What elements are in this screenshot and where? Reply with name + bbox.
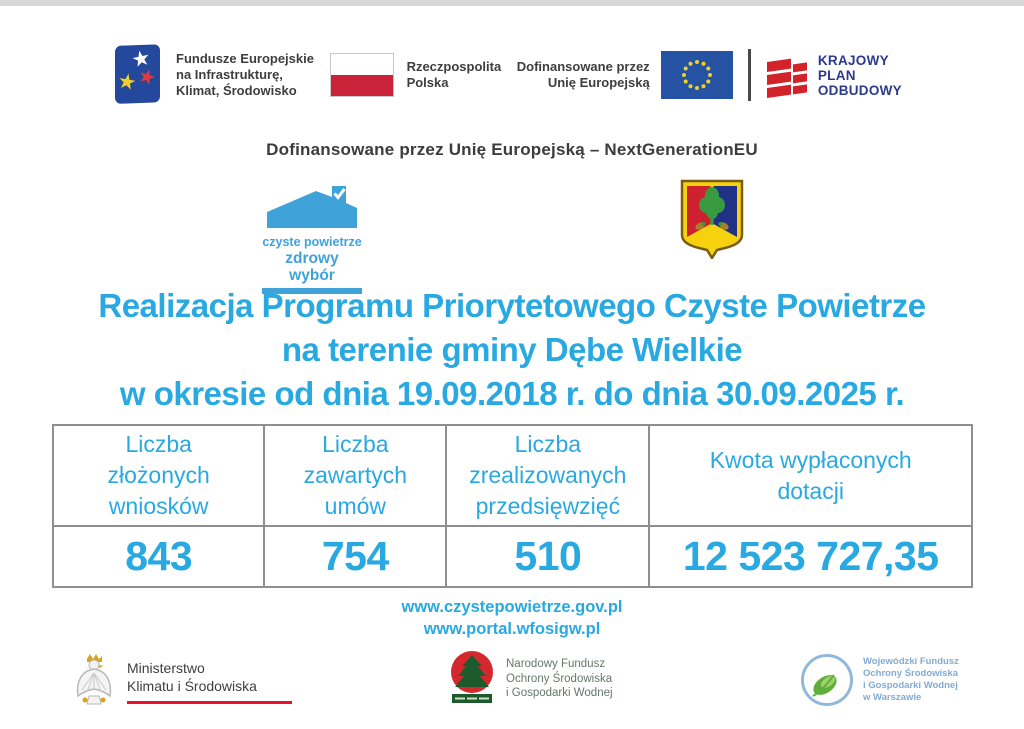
nfosigw-line: Narodowy Fundusz [506,658,606,671]
czyste-powietrze-label-line1: czyste powietrze [262,235,362,249]
page-title: Realizacja Programu Priorytetowego Czyst… [0,284,1024,416]
header-cell-umowy: Liczba zawartych umów [263,424,448,527]
ministry-logo: Ministerstwo Klimatu i Środowiska [73,652,292,710]
header-line: dotacji [777,477,844,504]
ministry-red-underline [127,700,292,704]
header-cell-dotacje: Kwota wypłaconych dotacji [648,424,973,527]
wfosigw-line: Wojewódzki Fundusz [863,656,959,667]
header-line: wniosków [108,493,209,519]
header-line: złożonych [107,462,210,488]
nfosigw-tree-icon [451,651,493,703]
polish-eagle-icon [76,654,112,705]
ministry-label: Ministerstwo Klimatu i Środowiska [127,659,292,704]
eu-cofunded-line: Dofinansowane przez [516,59,650,74]
header-line: Liczba [514,431,582,457]
eu-funds-line: Fundusze Europejskie [176,51,314,66]
nfosigw-logo: Narodowy Fundusz Ochrony Środowiska i Go… [448,650,613,708]
nfosigw-line: Ochrony Środowiska [506,672,613,685]
header-logos-row: Fundusze Europejskie na Infrastrukturę, … [112,40,902,110]
header-line: umów [324,493,387,519]
value-cell-przedsiewziecia: 510 [445,525,651,588]
poland-line: Polska [406,75,449,90]
header-cell-przedsiewziecia: Liczba zrealizowanych przedsięwzięć [445,424,651,527]
header-line: przedsięwzięć [475,493,621,519]
eu-cofunded-logo: Dofinansowane przez Unię Europejską [517,51,733,99]
kpo-line: KRAJOWY [817,52,889,68]
wfosigw-line: Ochrony Środowiska [863,668,959,679]
czyste-powietrze-underline-bar [262,288,362,294]
title-line-2: na terenie gminy Dębe Wielkie [281,331,743,368]
value-cell-umowy: 754 [263,525,448,588]
table-header-row: Liczba złożonych wniosków Liczba zawarty… [51,424,973,527]
poland-logo: Rzeczpospolita Polska [329,53,502,97]
table-values-row: 843 754 510 12 523 727,35 [51,525,973,588]
czyste-powietrze-house-icon [267,186,357,228]
poland-label: Rzeczpospolita Polska [407,59,502,91]
eu-flag-icon [660,51,733,99]
title-line-1: Realizacja Programu Priorytetowego Czyst… [98,287,926,324]
eu-funds-line: Klimat, Środowisko [176,83,297,98]
header-line: zrealizowanych [469,462,627,488]
title-line-3: w okresie od dnia 19.09.2018 r. do dnia … [119,375,905,412]
czyste-powietrze-label-line2: zdrowy wybór [285,250,339,284]
stats-table: Liczba złożonych wniosków Liczba zawarty… [51,424,973,588]
kpo-line: ODBUDOWY [817,82,902,98]
wfosigw-logo: Wojewódzki Fundusz Ochrony Środowiska i … [800,653,959,707]
eu-funds-label: Fundusze Europejskie na Infrastrukturę, … [176,51,314,99]
website-links: www.czystepowietrze.gov.pl www.portal.wf… [0,596,1024,640]
eu-funds-logo: Fundusze Europejskie na Infrastrukturę, … [112,43,314,107]
ministry-line: Klimatu i Środowiska [127,677,257,694]
header-divider [748,49,752,101]
kpo-label: KRAJOWY PLAN ODBUDOWY [818,53,902,98]
kpo-logo: KRAJOWY PLAN ODBUDOWY [766,48,902,102]
value-cell-dotacje: 12 523 727,35 [648,525,973,588]
link-czystepowietrze[interactable]: www.czystepowietrze.gov.pl [401,598,623,616]
header-line: Liczba [322,431,389,457]
eu-cofunded-label: Dofinansowane przez Unię Europejską [517,59,650,91]
header-line: zawartych [303,462,408,488]
eu-funds-flag-icon [115,44,160,104]
eu-funds-line: na Infrastrukturę, [176,67,283,82]
wfosigw-label: Wojewódzki Fundusz Ochrony Środowiska i … [863,656,959,704]
kpo-line: PLAN [817,67,856,83]
nfosigw-line: i Gospodarki Wodnej [506,687,613,700]
header-line: Kwota wypłaconych [709,446,912,473]
poland-flag-icon [329,53,394,97]
top-border-bar [0,0,1024,6]
eu-cofunded-line: Unię Europejską [547,75,650,90]
link-portal-wfosigw[interactable]: www.portal.wfosigw.pl [423,620,601,638]
debe-wielkie-coat-of-arms-icon [680,179,744,259]
czyste-powietrze-logo: czyste powietrze zdrowy wybór [262,184,362,294]
wfosigw-leaf-icon [801,654,853,706]
ministry-line: Ministerstwo [127,659,205,676]
poland-line: Rzeczpospolita [406,59,502,74]
nfosigw-label: Narodowy Fundusz Ochrony Środowiska i Go… [506,657,613,701]
wfosigw-line: w Warszawie [863,692,922,703]
kpo-building-icon [766,58,807,98]
wfosigw-line: i Gospodarki Wodnej [863,680,958,691]
value-cell-wnioski: 843 [51,525,266,588]
header-line: Liczba [125,431,192,457]
header-cell-wnioski: Liczba złożonych wniosków [51,424,266,527]
nextgeneration-subheader: Dofinansowane przez Unię Europejską – Ne… [266,140,758,159]
